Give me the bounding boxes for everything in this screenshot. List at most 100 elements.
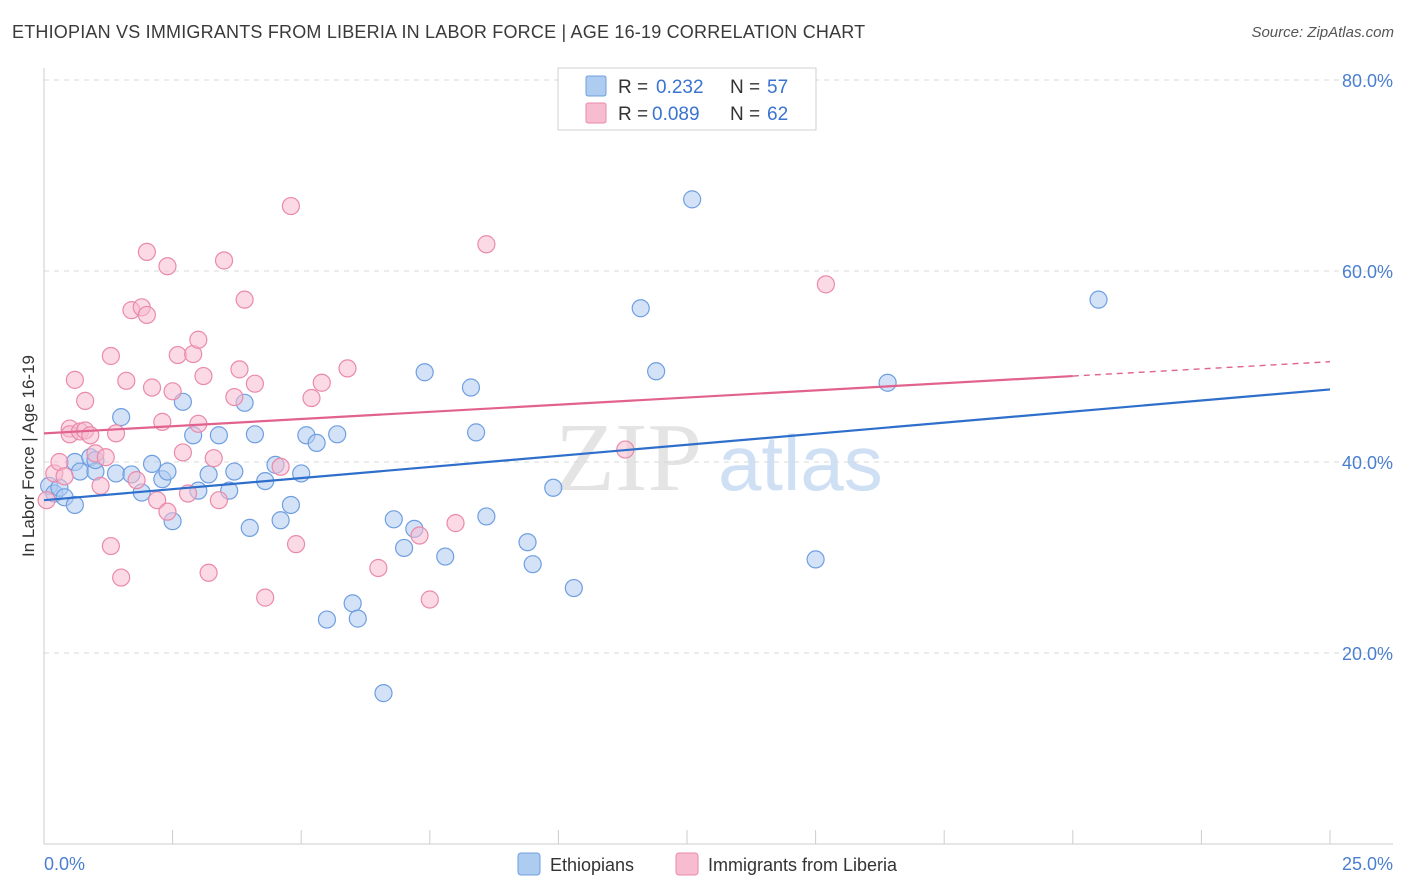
point-1-50 [312,373,331,392]
series-ethiopians-points [40,190,1108,703]
point-0-51 [564,578,583,598]
point-1-38 [204,449,223,468]
bottom-legend-swatch-liberia [675,852,699,876]
point-0-46 [466,423,486,442]
y-tick-labels: 20.0% 40.0% 60.0% 80.0% [1342,71,1393,664]
point-0-26 [240,518,259,537]
point-1-20 [127,471,146,490]
point-0-43 [415,363,434,382]
point-0-10 [106,464,126,483]
point-1-48 [286,535,306,554]
point-1-13 [96,448,115,467]
point-0-57 [1089,290,1108,309]
bottom-legend-swatch-ethiopians [517,852,541,876]
point-1-25 [148,491,167,510]
zipatlas-watermark: ZIP atlas [555,404,883,512]
point-1-15 [101,536,120,556]
trend-line-1 [43,374,1073,435]
legend-swatch-liberia [585,102,607,124]
watermark-atlas: atlas [718,419,883,507]
point-1-27 [158,257,177,276]
point-1-28 [158,502,177,521]
point-0-52 [631,299,650,318]
point-1-45 [256,588,275,607]
legend-n-value-0: 57 [767,77,788,98]
point-0-11 [112,408,131,427]
point-1-6 [65,370,84,389]
legend-r-value-1: 0.089 [652,104,700,125]
point-1-10 [81,426,100,445]
point-1-55 [446,514,465,533]
x-tick-label-max: 25.0% [1342,854,1393,874]
point-1-17 [112,568,131,587]
point-1-51 [338,359,357,378]
point-0-39 [374,684,393,703]
point-1-30 [168,345,187,365]
point-0-6 [70,462,90,481]
legend-r-label-0: R = [618,77,648,98]
point-1-12 [91,476,110,495]
point-1-58 [816,275,835,294]
y-axis-title: In Labor Force | Age 16-19 [19,355,38,557]
y-tick-label-80: 80.0% [1342,71,1393,91]
legend-n-label-0: N = [730,77,760,98]
point-1-35 [189,330,208,349]
point-0-45 [461,378,481,397]
point-0-24 [225,462,244,481]
series-liberia-points [37,196,835,609]
correlation-legend: R = 0.232 N = 57 R = 0.089 N = 62 [557,67,817,131]
point-0-50 [544,478,563,497]
point-0-40 [384,510,403,529]
point-0-27 [245,425,265,444]
point-1-37 [199,563,218,582]
point-1-39 [209,491,228,510]
bottom-legend-label-liberia: Immigrants from Liberia [708,855,898,875]
point-1-22 [137,242,156,261]
trend-line-extension-1 [1072,361,1331,377]
point-0-53 [647,362,666,381]
x-tick-label-min: 0.0% [44,854,85,874]
trend-lines [43,361,1331,502]
point-1-32 [178,484,198,503]
point-0-31 [281,495,301,515]
point-1-40 [214,251,234,270]
point-1-24 [142,378,162,397]
point-1-56 [477,235,496,254]
legend-swatch-ethiopians [585,75,607,97]
point-1-44 [245,374,265,393]
y-tick-label-40: 40.0% [1342,453,1393,473]
point-1-3 [55,467,74,486]
point-1-29 [163,382,182,401]
point-0-41 [394,538,414,558]
point-1-18 [117,371,136,390]
point-0-38 [348,609,367,628]
point-1-36 [194,366,213,386]
point-0-14 [142,454,162,474]
chart-source: Source: ZipAtlas.com [1251,24,1394,41]
point-0-22 [209,426,228,445]
point-1-41 [225,387,244,407]
y-tick-label-20: 20.0% [1342,644,1393,664]
point-1-42 [230,360,249,379]
point-0-16 [158,462,177,481]
legend-r-value-0: 0.232 [656,77,704,98]
point-1-47 [281,196,301,216]
point-0-44 [436,547,455,566]
point-1-49 [302,388,321,408]
point-0-21 [199,465,218,484]
legend-r-label-1: R = [618,104,648,125]
point-0-36 [328,425,347,444]
point-1-8 [76,391,95,410]
point-0-54 [683,190,702,209]
point-1-14 [101,346,120,366]
point-1-54 [420,590,439,609]
point-0-34 [307,433,326,452]
trend-line-0 [43,388,1331,502]
point-1-46 [271,457,290,476]
point-0-55 [806,550,825,569]
point-1-23 [137,305,156,325]
point-0-30 [271,511,290,530]
point-0-47 [477,507,496,526]
point-0-56 [878,373,897,392]
